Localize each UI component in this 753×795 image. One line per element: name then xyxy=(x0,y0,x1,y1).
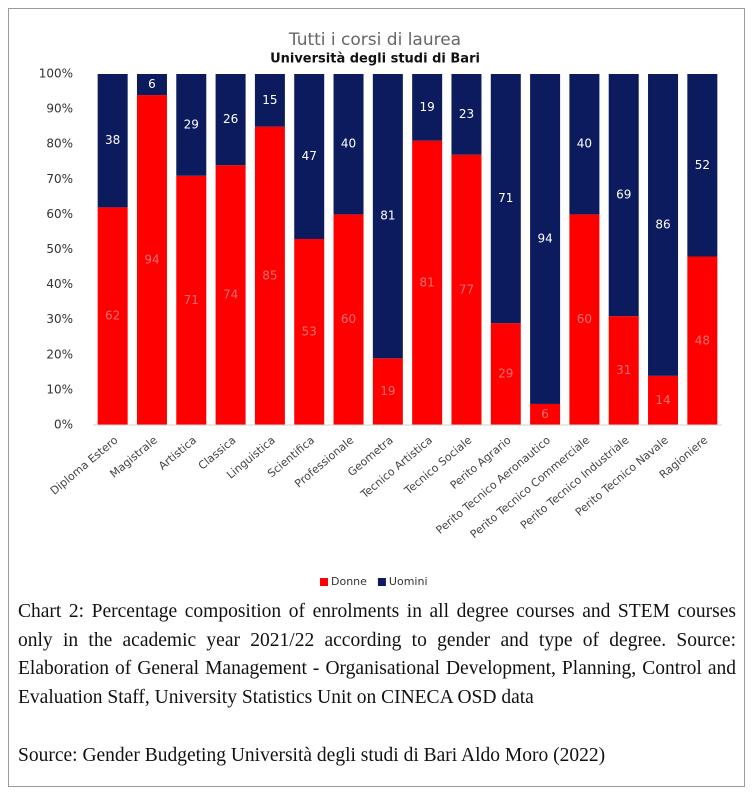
data-label: 81 xyxy=(420,275,435,289)
data-label: 71 xyxy=(498,191,513,205)
y-tick-label: 30% xyxy=(46,312,73,326)
data-label: 19 xyxy=(380,384,395,398)
data-label: 74 xyxy=(223,288,238,302)
bar-segment xyxy=(136,95,167,425)
x-tick-label: Tecnico Sociale xyxy=(401,433,474,497)
legend-label: Donne xyxy=(331,575,367,588)
bar-segment xyxy=(687,74,718,257)
bar-segment xyxy=(215,74,246,166)
chart: Tutti i corsi di laurea Università degli… xyxy=(39,30,722,588)
bar-segment xyxy=(530,403,561,425)
bar-segment xyxy=(97,74,128,208)
bar-segment xyxy=(490,323,521,425)
data-label: 52 xyxy=(695,158,710,172)
y-tick-label: 40% xyxy=(46,277,73,291)
data-label: 81 xyxy=(380,209,395,223)
y-tick-label: 90% xyxy=(46,102,73,116)
x-tick-label: Tecnico Artistica xyxy=(357,434,435,502)
bar-segment xyxy=(294,238,325,425)
y-tick-label: 10% xyxy=(46,382,73,396)
legend-swatch xyxy=(320,578,328,586)
bar-segment xyxy=(687,256,718,425)
data-label: 15 xyxy=(262,93,277,107)
data-label: 26 xyxy=(223,112,238,126)
bar-segment xyxy=(648,375,679,425)
bar-segment xyxy=(412,140,443,425)
data-label: 69 xyxy=(616,188,631,202)
bar-segment xyxy=(333,74,364,215)
bar-segment xyxy=(608,316,639,425)
data-label: 60 xyxy=(341,312,356,326)
data-label: 29 xyxy=(498,367,513,381)
data-label: 53 xyxy=(302,324,317,338)
y-tick-label: 0% xyxy=(54,418,73,432)
legend-label: Uomini xyxy=(389,575,428,588)
y-tick-label: 20% xyxy=(46,347,73,361)
figure-frame xyxy=(8,8,745,787)
data-label: 40 xyxy=(341,137,356,151)
data-label: 19 xyxy=(420,100,435,114)
bar-segment xyxy=(254,74,285,127)
data-label: 23 xyxy=(459,107,474,121)
data-label: 29 xyxy=(184,117,199,131)
data-label: 14 xyxy=(655,393,670,407)
bar-segment xyxy=(451,154,482,426)
data-label: 85 xyxy=(262,268,277,282)
bar-segment xyxy=(648,74,679,376)
y-tick-label: 80% xyxy=(46,137,73,151)
data-label: 48 xyxy=(695,333,710,347)
bar-segment xyxy=(569,214,600,425)
data-label: 94 xyxy=(537,231,552,245)
bar-segment xyxy=(176,175,207,425)
x-tick-label: Diploma Estero xyxy=(48,433,121,497)
y-tick-label: 100% xyxy=(39,67,73,81)
y-tick-label: 60% xyxy=(46,207,73,221)
bar-segment xyxy=(294,74,325,239)
bar-segment xyxy=(372,358,403,425)
legend-swatch xyxy=(377,578,386,586)
bar-segment xyxy=(97,207,128,425)
data-label: 6 xyxy=(541,407,549,421)
data-label: 47 xyxy=(302,149,317,163)
data-label: 77 xyxy=(459,282,474,296)
bar-segment xyxy=(530,74,561,404)
bar-segment xyxy=(176,74,207,176)
source: Source: Gender Budgeting Università degl… xyxy=(18,745,606,766)
y-tick-label: 70% xyxy=(46,172,73,186)
x-tick-label: Artistica xyxy=(156,434,199,473)
data-label: 6 xyxy=(148,77,156,91)
data-label: 86 xyxy=(655,217,670,231)
bar-segment xyxy=(215,165,246,425)
bar-segment xyxy=(490,74,521,324)
data-label: 60 xyxy=(577,312,592,326)
bar-segment xyxy=(608,74,639,317)
data-label: 94 xyxy=(144,253,159,267)
data-label: 40 xyxy=(577,137,592,151)
bar-segment xyxy=(451,74,482,155)
bar-segment xyxy=(333,214,364,425)
data-label: 62 xyxy=(105,309,120,323)
data-label: 38 xyxy=(105,133,120,147)
data-label: 71 xyxy=(184,293,199,307)
chart-title: Tutti i corsi di laurea xyxy=(288,30,461,50)
chart-subtitle: Università degli studi di Bari xyxy=(270,52,480,67)
y-tick-label: 50% xyxy=(46,242,73,256)
bar-segment xyxy=(372,74,403,359)
caption: Chart 2: Percentage composition of enrol… xyxy=(18,601,736,708)
bar-segment xyxy=(569,74,600,215)
bar-segment xyxy=(136,74,167,96)
data-label: 31 xyxy=(616,363,631,377)
bar-segment xyxy=(254,126,285,426)
bar-segment xyxy=(412,74,443,141)
